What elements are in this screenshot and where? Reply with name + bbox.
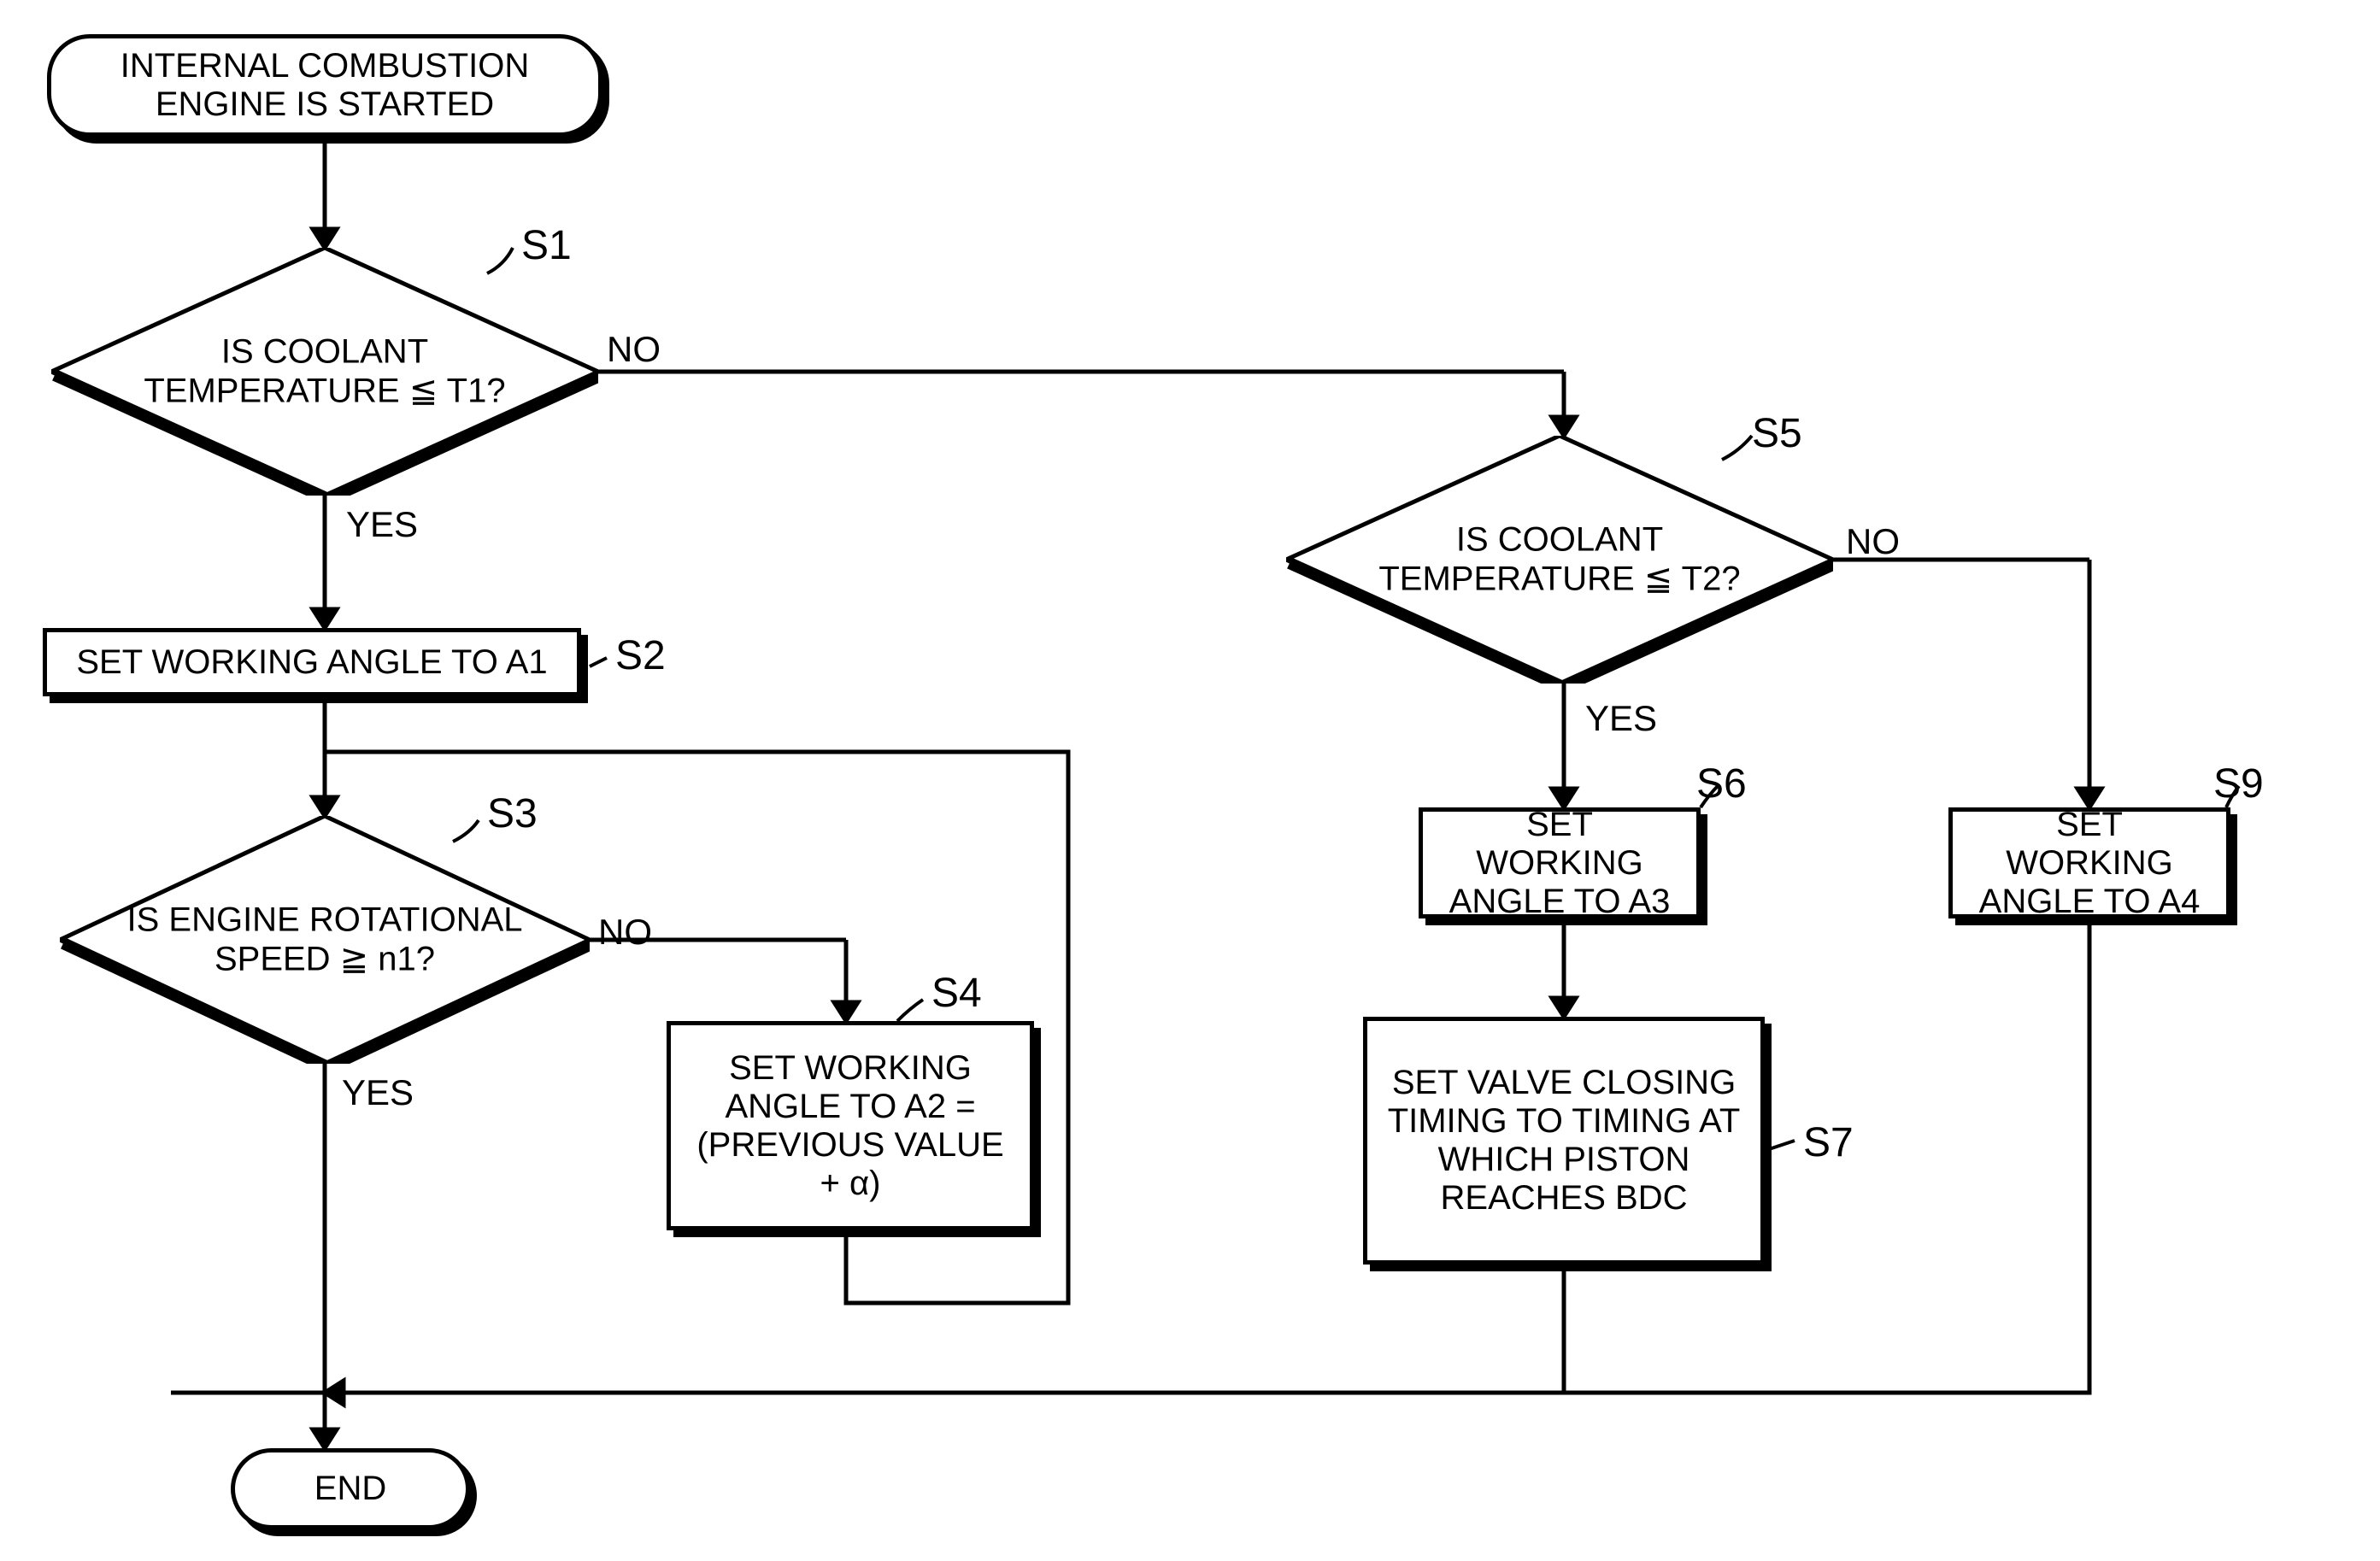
process-s6: SET WORKING ANGLE TO A3 <box>1419 807 1701 918</box>
decision-s1-text: IS COOLANT TEMPERATURE ≦ T1? <box>106 333 544 411</box>
no-s1: NO <box>607 329 661 370</box>
decision-s1: IS COOLANT TEMPERATURE ≦ T1? <box>51 248 598 496</box>
start-terminal: INTERNAL COMBUSTION ENGINE IS STARTED <box>47 34 602 137</box>
no-s3: NO <box>598 912 652 953</box>
process-s9: SET WORKING ANGLE TO A4 <box>1948 807 2230 918</box>
process-s6-text: SET WORKING ANGLE TO A3 <box>1440 806 1679 921</box>
process-s4-text: SET WORKING ANGLE TO A2 = (PREVIOUS VALU… <box>688 1049 1013 1203</box>
connector-lines <box>0 0 2380 1561</box>
label-s9: S9 <box>2213 760 2264 807</box>
decision-s3-text: IS ENGINE ROTATIONAL SPEED ≧ n1? <box>113 901 537 979</box>
start-text: INTERNAL COMBUSTION ENGINE IS STARTED <box>77 47 573 124</box>
process-s2-text: SET WORKING ANGLE TO A1 <box>76 643 547 682</box>
label-s1: S1 <box>521 222 572 269</box>
process-s7: SET VALVE CLOSING TIMING TO TIMING AT WH… <box>1363 1017 1765 1265</box>
process-s2: SET WORKING ANGLE TO A1 <box>43 628 581 696</box>
yes-s3: YES <box>342 1072 414 1113</box>
label-s2: S2 <box>615 632 666 679</box>
end-text: END <box>314 1470 386 1508</box>
no-s5: NO <box>1846 521 1900 562</box>
flowchart-container: INTERNAL COMBUSTION ENGINE IS STARTED EN… <box>0 0 2380 1561</box>
label-s7: S7 <box>1803 1119 1854 1166</box>
label-s4: S4 <box>931 970 982 1017</box>
decision-s5-text: IS COOLANT TEMPERATURE ≦ T2? <box>1341 521 1778 599</box>
process-s7-text: SET VALVE CLOSING TIMING TO TIMING AT WH… <box>1384 1064 1743 1218</box>
decision-s5: IS COOLANT TEMPERATURE ≦ T2? <box>1286 436 1833 684</box>
label-s6: S6 <box>1696 760 1747 807</box>
label-ticks <box>0 0 2380 1561</box>
label-s3: S3 <box>487 790 538 837</box>
yes-s1: YES <box>346 504 418 545</box>
label-s5: S5 <box>1752 410 1802 457</box>
process-s9-text: SET WORKING ANGLE TO A4 <box>1970 806 2209 921</box>
process-s4: SET WORKING ANGLE TO A2 = (PREVIOUS VALU… <box>667 1021 1034 1230</box>
yes-s5: YES <box>1585 698 1657 739</box>
end-terminal: END <box>231 1448 470 1529</box>
decision-s3: IS ENGINE ROTATIONAL SPEED ≧ n1? <box>60 816 590 1064</box>
